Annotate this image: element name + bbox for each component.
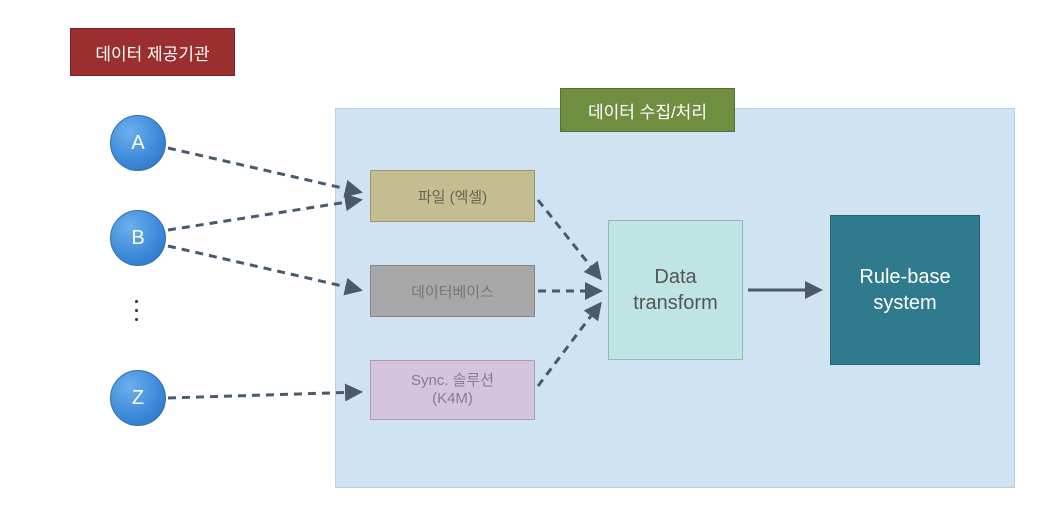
source-ellipsis (135, 300, 138, 321)
source-node-a-label: A (131, 132, 144, 155)
header-collect: 데이터 수집/처리 (560, 88, 735, 132)
input-sync-box: Sync. 솔루션 (K4M) (370, 360, 535, 420)
source-node-b-label: B (131, 227, 144, 250)
source-node-a: A (110, 115, 166, 171)
header-provider-label: 데이터 제공기관 (95, 40, 209, 65)
edge-A-to-file (168, 148, 360, 192)
edge-B-to-file (168, 200, 360, 230)
edge-B-to-db (168, 246, 360, 290)
transform-label-2: transform (633, 290, 717, 316)
rulebase-box: Rule-base system (830, 215, 980, 365)
source-node-z-label: Z (132, 387, 144, 410)
source-node-b: B (110, 210, 166, 266)
diagram-root: 데이터 제공기관 데이터 수집/처리 A B Z 파일 (엑셀) 데이터베이스 … (0, 0, 1047, 532)
input-file-box: 파일 (엑셀) (370, 170, 535, 222)
input-sync-label-1: Sync. 솔루션 (411, 372, 494, 390)
input-sync-label-2: (K4M) (411, 390, 494, 408)
edge-Z-to-sync (168, 392, 360, 398)
input-file-label: 파일 (엑셀) (418, 186, 487, 207)
rulebase-label-1: Rule-base (859, 264, 950, 290)
transform-label-1: Data (633, 264, 717, 290)
input-db-label: 데이터베이스 (411, 281, 494, 302)
input-db-box: 데이터베이스 (370, 265, 535, 317)
header-collect-label: 데이터 수집/처리 (588, 98, 707, 123)
transform-box: Data transform (608, 220, 743, 360)
source-node-z: Z (110, 370, 166, 426)
header-provider: 데이터 제공기관 (70, 28, 235, 76)
rulebase-label-2: system (859, 290, 950, 316)
